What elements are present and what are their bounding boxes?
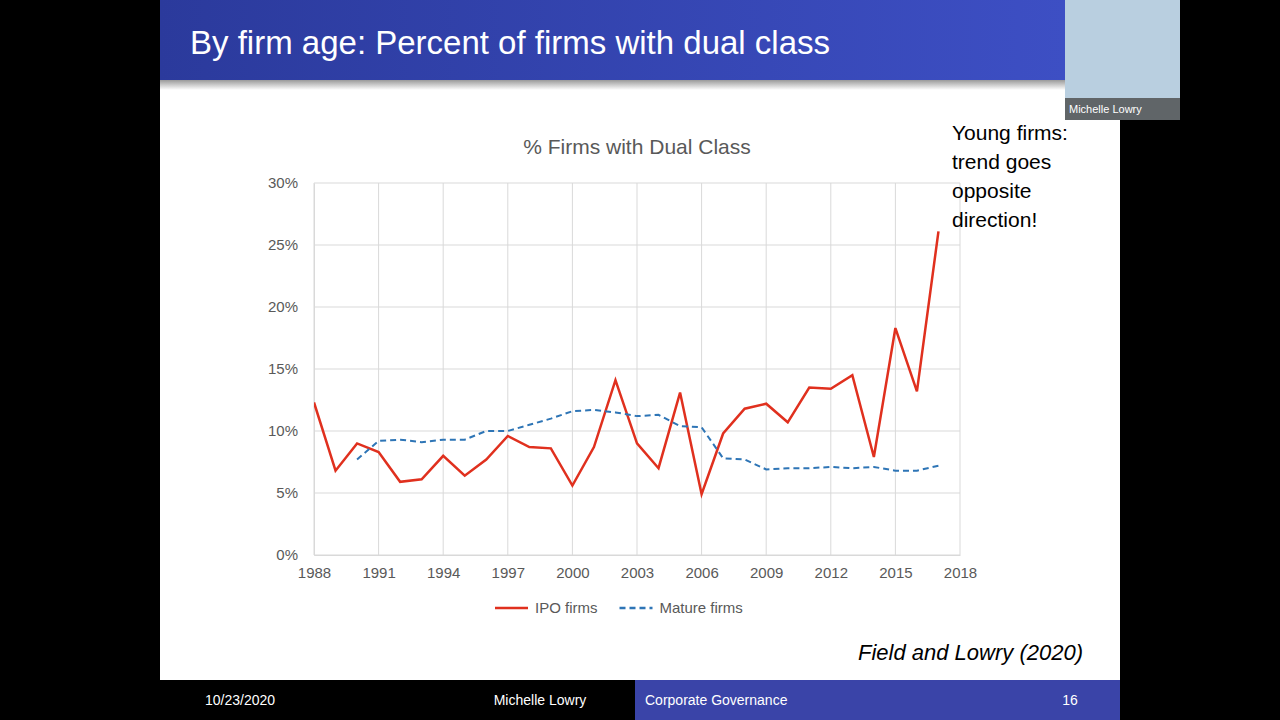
legend-swatch xyxy=(620,607,653,610)
y-axis: 0% 5% 10% 15% 20% 25% 30% xyxy=(268,174,315,563)
series-line xyxy=(357,410,938,471)
slide-background xyxy=(160,0,1120,680)
x-tick: 2015 xyxy=(879,555,912,581)
x-tick-label: 2012 xyxy=(815,564,848,581)
grid-line-x xyxy=(895,183,896,555)
y-tick: 15% xyxy=(268,360,314,377)
y-tick-label: 0% xyxy=(276,546,298,563)
x-tick-label: 1997 xyxy=(492,564,525,581)
grid-line-x xyxy=(314,183,315,555)
x-tick: 2012 xyxy=(815,555,848,581)
plot-area xyxy=(314,231,938,494)
x-tick-label: 1991 xyxy=(362,564,395,581)
x-tick-label: 1994 xyxy=(427,564,460,581)
y-tick: 0% xyxy=(276,546,314,563)
slide-heading: By firm age: Percent of firms with dual … xyxy=(190,24,830,61)
grid-line-x xyxy=(572,183,573,555)
grid-line-x xyxy=(443,183,444,555)
x-tick-label: 2003 xyxy=(621,564,654,581)
x-tick-label: 2000 xyxy=(556,564,589,581)
footer-course: Corporate Governance xyxy=(645,692,788,708)
y-tick: 5% xyxy=(276,484,314,501)
grid-line-x xyxy=(378,183,379,555)
y-tick-label: 15% xyxy=(268,360,298,377)
y-tick-label: 25% xyxy=(268,236,298,253)
footer-left xyxy=(160,680,635,720)
footer-date: 10/23/2020 xyxy=(205,692,275,708)
slide-canvas: By firm age: Percent of firms with dual … xyxy=(0,0,1280,720)
x-axis-line xyxy=(315,555,961,556)
chart-title: % Firms with Dual Class xyxy=(523,135,751,158)
x-tick: 2003 xyxy=(621,555,654,581)
x-tick-label: 2015 xyxy=(879,564,912,581)
title-bar xyxy=(160,0,1065,80)
webcam-label: Michelle Lowry xyxy=(1069,103,1142,115)
x-tick-label: 2018 xyxy=(944,564,977,581)
grid-line-x xyxy=(960,183,961,555)
legend-label: Mature firms xyxy=(660,599,743,616)
x-tick-label: 2009 xyxy=(750,564,783,581)
legend: IPO firms Mature firms xyxy=(495,599,743,616)
title-bar-shadow xyxy=(160,80,1065,90)
footer-presenter: Michelle Lowry xyxy=(494,692,587,708)
legend-label: IPO firms xyxy=(535,599,598,616)
x-tick: 2009 xyxy=(750,555,783,581)
y-tick-label: 10% xyxy=(268,422,298,439)
y-axis-line xyxy=(314,184,315,556)
annotation: Young firms:trend goesoppositedirection! xyxy=(952,121,1068,231)
x-tick: 2000 xyxy=(556,555,589,581)
y-tick-label: 20% xyxy=(268,298,298,315)
x-tick: 1997 xyxy=(492,555,525,581)
x-tick-label: 1988 xyxy=(298,564,331,581)
x-axis: 1988 1991 1994 1997 2000 2003 2006 2009 2012 2015… xyxy=(298,555,977,581)
y-tick-label: 5% xyxy=(276,484,298,501)
y-tick: 25% xyxy=(268,236,314,253)
series-line xyxy=(314,231,938,494)
x-tick: 1994 xyxy=(427,555,460,581)
y-tick: 10% xyxy=(268,422,314,439)
grid xyxy=(314,183,960,555)
footer-page: 16 xyxy=(1062,692,1078,708)
grid-line-x xyxy=(830,183,831,555)
grid-line-x xyxy=(507,183,508,555)
y-tick: 30% xyxy=(268,174,314,191)
footer-right xyxy=(635,680,1120,720)
x-tick: 1991 xyxy=(362,555,395,581)
grid-line-x xyxy=(766,183,767,555)
y-tick: 20% xyxy=(268,298,314,315)
y-tick-label: 30% xyxy=(268,174,298,191)
x-tick: 2006 xyxy=(685,555,718,581)
webcam-label-bg xyxy=(1065,98,1180,120)
x-tick: 2018 xyxy=(944,555,977,581)
source-note: Field and Lowry (2020) xyxy=(858,640,1083,665)
legend-swatch xyxy=(495,607,528,610)
x-tick-label: 2006 xyxy=(685,564,718,581)
grid-line-x xyxy=(637,183,638,555)
x-tick: 1988 xyxy=(298,555,331,581)
grid-line-x xyxy=(701,183,702,555)
webcam-frame xyxy=(1065,0,1180,120)
